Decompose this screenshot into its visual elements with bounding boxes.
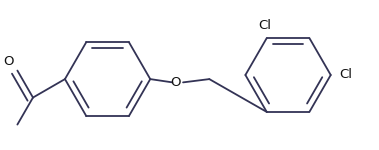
- Text: O: O: [4, 55, 14, 68]
- Text: Cl: Cl: [258, 19, 271, 32]
- Text: Cl: Cl: [339, 69, 352, 81]
- Text: O: O: [171, 76, 181, 89]
